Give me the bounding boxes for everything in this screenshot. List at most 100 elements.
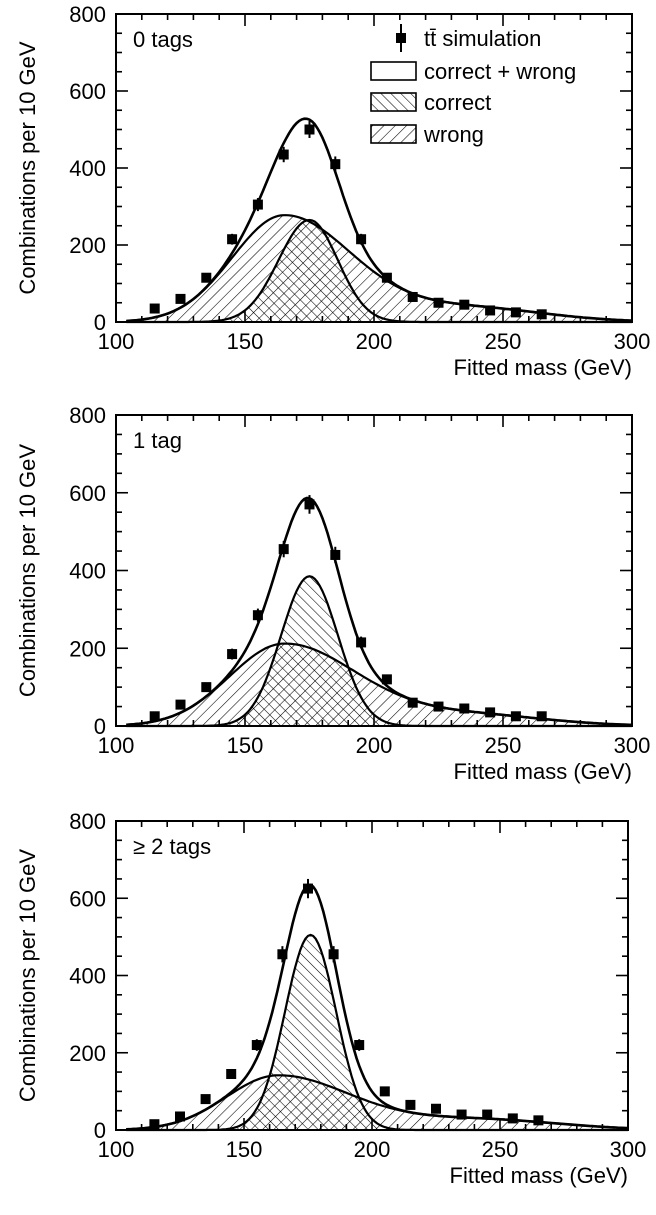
legend-entry-simulation: tt̄ simulation bbox=[396, 24, 541, 52]
data-point bbox=[431, 1103, 441, 1114]
data-point bbox=[407, 291, 418, 302]
legend-point-marker bbox=[396, 33, 406, 43]
y-tick-label: 200 bbox=[69, 233, 106, 258]
data-point bbox=[536, 711, 547, 722]
point-marker bbox=[226, 1068, 237, 1079]
y-tick-label: 800 bbox=[69, 2, 106, 27]
y-tick-label: 400 bbox=[69, 559, 106, 584]
x-tick-label: 100 bbox=[98, 329, 135, 354]
data-point bbox=[381, 674, 392, 685]
x-tick-label: 100 bbox=[98, 733, 135, 758]
data-point bbox=[304, 495, 315, 514]
legend-swatch bbox=[370, 61, 417, 81]
data-point bbox=[433, 297, 444, 308]
y-tick-label: 800 bbox=[69, 809, 106, 834]
point-marker bbox=[456, 1109, 467, 1120]
point-marker bbox=[407, 697, 418, 708]
point-marker bbox=[536, 309, 547, 320]
legend-label: correct + wrong bbox=[424, 59, 576, 84]
wrong-area bbox=[126, 215, 633, 322]
data-point bbox=[356, 233, 367, 245]
point-marker bbox=[149, 303, 160, 314]
data-point bbox=[485, 707, 496, 718]
point-marker bbox=[507, 1113, 518, 1124]
point-marker bbox=[175, 1111, 185, 1122]
data-point bbox=[459, 299, 470, 310]
x-axis-label: Fitted mass (GeV) bbox=[454, 759, 632, 784]
data-point bbox=[303, 878, 313, 899]
x-tick-label: 100 bbox=[98, 1137, 135, 1162]
x-tick-label: 150 bbox=[226, 1137, 263, 1162]
point-marker bbox=[304, 124, 315, 135]
panel-label: 1 tag bbox=[133, 428, 182, 453]
x-tick-label: 150 bbox=[227, 733, 264, 758]
point-marker bbox=[485, 707, 496, 718]
data-point bbox=[507, 1113, 518, 1124]
point-marker bbox=[510, 711, 521, 722]
data-point bbox=[456, 1109, 467, 1120]
point-marker bbox=[356, 637, 367, 648]
data-point bbox=[533, 1115, 544, 1126]
data-point bbox=[175, 699, 186, 710]
point-marker bbox=[304, 499, 315, 510]
point-marker bbox=[485, 305, 496, 316]
panel-1: 100 150 200 250 300 0 200 400 600 800 Fitted mass … bbox=[15, 2, 650, 380]
data-point bbox=[433, 701, 444, 712]
legend-entry-wrong: wrong bbox=[370, 122, 484, 147]
point-marker bbox=[252, 610, 263, 621]
legend-label: tt̄ simulation bbox=[424, 26, 541, 51]
point-marker bbox=[433, 701, 444, 712]
point-marker bbox=[381, 272, 392, 283]
x-tick-label: 150 bbox=[227, 329, 264, 354]
y-tick-label: 400 bbox=[69, 156, 106, 181]
data-point bbox=[381, 272, 392, 283]
point-marker bbox=[356, 234, 367, 245]
data-point bbox=[459, 703, 470, 714]
axes: 100 150 200 250 300 0 200 400 600 800 bbox=[69, 403, 650, 758]
legend-entry-correct-wrong: correct + wrong bbox=[370, 59, 576, 84]
legend-label: correct bbox=[424, 90, 491, 115]
point-marker bbox=[227, 649, 238, 660]
data-point bbox=[252, 198, 263, 212]
data-point bbox=[356, 636, 367, 649]
data-point bbox=[175, 293, 186, 304]
data-point bbox=[226, 1068, 237, 1079]
point-marker bbox=[405, 1099, 416, 1110]
point-marker bbox=[252, 199, 263, 210]
point-marker bbox=[482, 1109, 493, 1120]
point-marker bbox=[379, 1086, 390, 1097]
legend: tt̄ simulation correct + wrong correct wron… bbox=[370, 24, 576, 147]
y-tick-label: 0 bbox=[94, 310, 106, 335]
y-tick-label: 600 bbox=[69, 481, 106, 506]
data-point bbox=[277, 946, 288, 963]
data-point bbox=[149, 1119, 160, 1130]
point-marker bbox=[330, 549, 341, 560]
x-tick-label: 300 bbox=[614, 733, 651, 758]
data-point bbox=[278, 540, 289, 558]
data-point bbox=[200, 1094, 211, 1105]
point-marker bbox=[328, 949, 339, 960]
data-point bbox=[227, 233, 238, 245]
data-point bbox=[330, 156, 341, 172]
y-tick-label: 600 bbox=[69, 79, 106, 104]
data-point bbox=[482, 1109, 493, 1120]
point-marker bbox=[175, 699, 186, 710]
y-tick-label: 800 bbox=[69, 403, 106, 428]
data-point bbox=[485, 305, 496, 316]
data-point bbox=[251, 1039, 262, 1051]
point-marker bbox=[251, 1040, 262, 1051]
x-tick-label: 200 bbox=[354, 1137, 391, 1162]
data-point bbox=[201, 272, 212, 283]
data-point bbox=[354, 1039, 365, 1051]
total-curve bbox=[126, 883, 629, 1131]
point-marker bbox=[381, 674, 392, 685]
data-point bbox=[407, 697, 418, 708]
point-marker bbox=[175, 293, 186, 304]
x-axis-label: Fitted mass (GeV) bbox=[450, 1163, 628, 1188]
point-marker bbox=[407, 291, 418, 302]
data-point bbox=[510, 711, 521, 722]
y-tick-label: 200 bbox=[69, 1041, 106, 1066]
x-tick-label: 250 bbox=[482, 1137, 519, 1162]
data-point bbox=[330, 546, 341, 564]
